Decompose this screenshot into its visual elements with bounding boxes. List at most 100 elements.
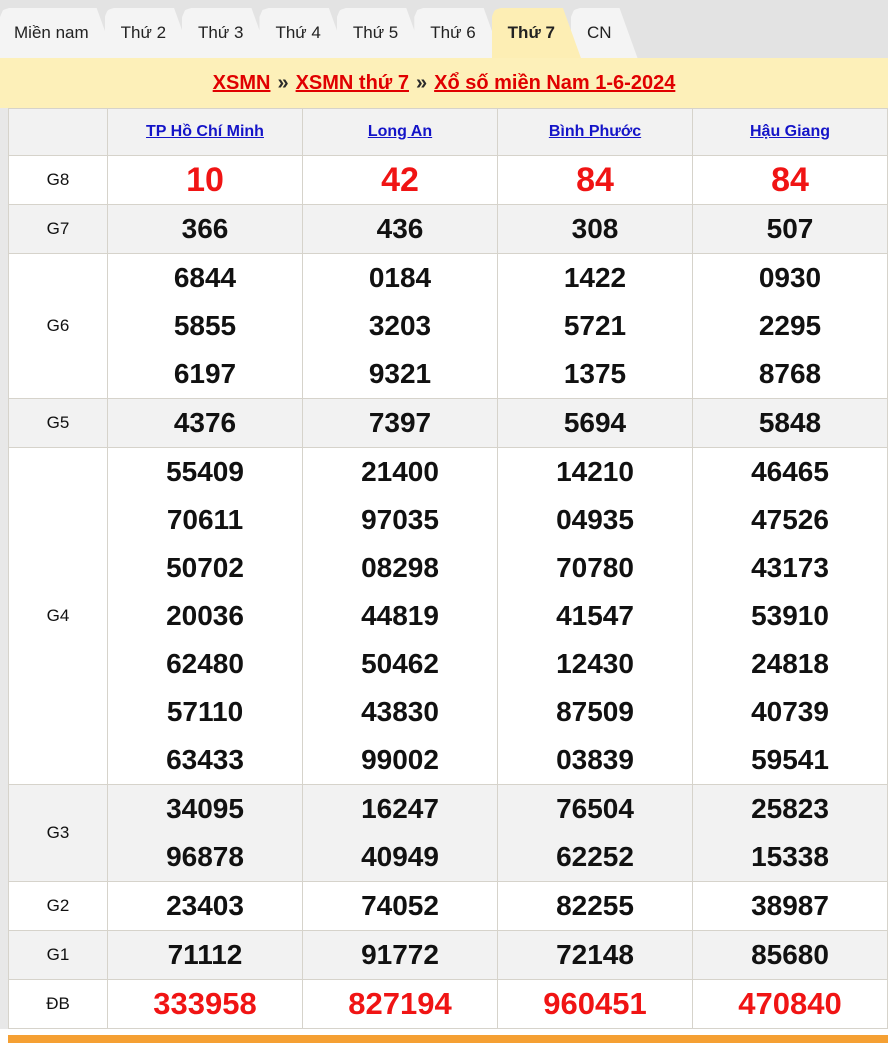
prize-number: 2295 (758, 310, 822, 341)
table-row: G6 6844 5855 6197 0184 3203 9321 1422 5721 1375 09… (8, 253, 888, 399)
tab-label: Thứ 7 (507, 23, 555, 42)
prize-number: 99002 (361, 744, 439, 775)
prize-numbers-cell: 74052 (302, 881, 498, 931)
prize-number: 20036 (166, 600, 244, 631)
prize-number: 16247 (361, 793, 439, 824)
prize-numbers-cell: 436 (302, 204, 498, 254)
prize-number: 55409 (166, 456, 244, 487)
prize-numbers-cell: 366 (107, 204, 303, 254)
prize-number: 04935 (556, 504, 634, 535)
table-row: G7 366 436 308 507 (8, 204, 888, 254)
prize-number: 14210 (556, 456, 634, 487)
prize-numbers-cell: 10 (107, 155, 303, 205)
tab-label: Thứ 6 (430, 23, 476, 42)
prize-number: 59541 (751, 744, 829, 775)
prize-numbers-cell: 25823 15338 (692, 784, 888, 882)
column-header: TP Hồ Chí Minh (107, 108, 303, 156)
prize-number: 47526 (751, 504, 829, 535)
prize-number: 87509 (556, 696, 634, 727)
column-header: Long An (302, 108, 498, 156)
province-link[interactable]: TP Hồ Chí Minh (146, 123, 264, 140)
prize-number: 34095 (166, 793, 244, 824)
prize-number: 23403 (166, 890, 244, 921)
prize-numbers-cell: 85680 (692, 930, 888, 980)
province-link[interactable]: Bình Phước (548, 123, 642, 140)
tab-cn[interactable]: CN (571, 8, 638, 58)
prize-number: 97035 (361, 504, 439, 535)
prize-number: 82255 (556, 890, 634, 921)
prize-numbers-cell: 46465 47526 43173 53910 24818 40739 59541 (692, 447, 888, 785)
tab-label: Thứ 5 (352, 23, 399, 42)
prize-numbers-cell: 308 (497, 204, 693, 254)
prize-number: 5694 (563, 407, 627, 438)
results-table-container: TP Hồ Chí Minh Long An Bình Phước Hậu Giang… (0, 108, 888, 1029)
breadcrumb-link-xsmn-thu-7[interactable]: XSMN thứ 7 (295, 71, 409, 94)
table-row: G2 23403 74052 82255 38987 (8, 881, 888, 931)
prize-number: 8768 (758, 358, 822, 389)
prize-label: G1 (8, 930, 108, 980)
prize-label: G7 (8, 204, 108, 254)
prize-numbers-cell: 84 (692, 155, 888, 205)
prize-number: 57110 (166, 696, 244, 727)
prize-number: 96878 (166, 841, 244, 872)
prize-number: 84 (771, 161, 809, 199)
tab-thứ-7[interactable]: Thứ 7 (492, 8, 581, 58)
table-row: G1 71112 91772 72148 85680 (8, 930, 888, 980)
prize-number: 03839 (556, 744, 634, 775)
tab-thứ-3[interactable]: Thứ 3 (182, 8, 269, 58)
prize-number: 62480 (166, 648, 244, 679)
prize-number: 4376 (173, 407, 237, 438)
prize-numbers-cell: 333958 (107, 979, 303, 1029)
tab-thứ-5[interactable]: Thứ 5 (337, 8, 424, 58)
prize-numbers-cell: 82255 (497, 881, 693, 931)
table-row: G8 10 42 84 84 (8, 155, 888, 205)
province-link[interactable]: Hậu Giang (749, 123, 830, 140)
prize-number: 436 (376, 213, 424, 244)
prize-number: 44819 (361, 600, 439, 631)
prize-numbers-cell: 91772 (302, 930, 498, 980)
prize-number: 6197 (173, 358, 237, 389)
breadcrumb-link-xsmn[interactable]: XSMN (212, 71, 271, 94)
prize-number: 40739 (751, 696, 829, 727)
prize-number: 25823 (751, 793, 829, 824)
prize-number: 53910 (751, 600, 829, 631)
prize-numbers-cell: 1422 5721 1375 (497, 253, 693, 399)
prize-numbers-cell: 960451 (497, 979, 693, 1029)
tab-thứ-4[interactable]: Thứ 4 (259, 8, 346, 58)
prize-numbers-cell: 507 (692, 204, 888, 254)
prize-number: 42 (381, 161, 419, 199)
prize-number: 3203 (368, 310, 432, 341)
breadcrumb-link-current-page[interactable]: Xổ số miền Nam 1-6-2024 (434, 71, 676, 94)
tab-thứ-6[interactable]: Thứ 6 (414, 8, 501, 58)
table-row: G3 34095 96878 16247 40949 76504 62252 25823 153… (8, 784, 888, 882)
prize-numbers-cell: 38987 (692, 881, 888, 931)
prize-number: 50702 (166, 552, 244, 583)
prize-number: 6844 (173, 262, 237, 293)
prize-label: G8 (8, 155, 108, 205)
prize-label: ĐB (8, 979, 108, 1029)
prize-numbers-cell: 21400 97035 08298 44819 50462 43830 99002 (302, 447, 498, 785)
prize-number: 1422 (563, 262, 627, 293)
tab-miền-nam[interactable]: Miền nam (0, 8, 115, 58)
prize-number: 9321 (368, 358, 432, 389)
breadcrumb-separator: » (415, 71, 428, 94)
breadcrumb-separator: » (277, 71, 289, 94)
prize-number: 960451 (543, 986, 647, 1021)
prize-numbers-cell: 76504 62252 (497, 784, 693, 882)
prize-number: 15338 (751, 841, 829, 872)
table-row: ĐB 333958 827194 960451 470840 (8, 979, 888, 1029)
prize-number: 12430 (556, 648, 634, 679)
province-link[interactable]: Long An (367, 123, 433, 140)
prize-numbers-cell: 0184 3203 9321 (302, 253, 498, 399)
prize-numbers-cell: 71112 (107, 930, 303, 980)
prize-number: 84 (576, 161, 614, 199)
table-corner-cell (8, 108, 108, 156)
prize-number: 41547 (556, 600, 634, 631)
prize-numbers-cell: 34095 96878 (107, 784, 303, 882)
prize-numbers-cell: 7397 (302, 398, 498, 448)
tab-thứ-2[interactable]: Thứ 2 (105, 8, 192, 58)
prize-numbers-cell: 14210 04935 70780 41547 12430 87509 03839 (497, 447, 693, 785)
tab-label: CN (586, 23, 612, 42)
prize-label: G4 (8, 447, 108, 785)
prize-number: 5848 (758, 407, 822, 438)
